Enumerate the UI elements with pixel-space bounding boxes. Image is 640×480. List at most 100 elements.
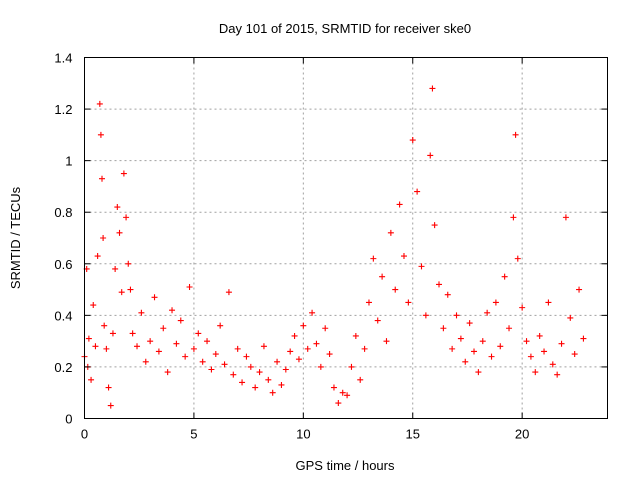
data-point: [112, 265, 119, 272]
data-point: [169, 307, 176, 314]
data-point: [94, 253, 101, 260]
data-point: [436, 281, 443, 288]
data-point: [92, 343, 99, 350]
data-point: [230, 371, 237, 378]
data-point: [523, 338, 530, 345]
data-point: [182, 353, 189, 360]
data-point: [160, 325, 167, 332]
data-point: [405, 299, 412, 306]
data-point: [260, 343, 267, 350]
y-tick-label: 1.4: [54, 51, 72, 66]
data-point: [330, 384, 337, 391]
data-point: [422, 312, 429, 319]
data-point: [484, 309, 491, 316]
data-point: [370, 255, 377, 262]
data-point: [562, 214, 569, 221]
data-point: [519, 304, 526, 311]
data-point: [352, 332, 359, 339]
data-point: [221, 361, 228, 368]
data-point: [409, 137, 416, 144]
data-point: [440, 325, 447, 332]
data-point: [558, 340, 565, 347]
y-axis-label: SRMTID / TECUs: [8, 186, 23, 289]
data-point: [199, 358, 206, 365]
data-point: [392, 286, 399, 293]
data-point: [554, 371, 561, 378]
data-point: [471, 348, 478, 355]
data-point: [462, 358, 469, 365]
plot-frame: [84, 57, 608, 419]
data-point: [400, 253, 407, 260]
chart-title: Day 101 of 2015, SRMTID for receiver ske…: [219, 21, 471, 36]
data-point: [278, 381, 285, 388]
data-point: [567, 314, 574, 321]
data-point: [492, 299, 499, 306]
data-point: [322, 325, 329, 332]
y-tick-label: 1: [65, 154, 72, 169]
data-point: [466, 320, 473, 327]
axis-ticks: 0 5 10 15 20 0 0.2 0.4 0.6 0.8 1 1.2 1.4: [54, 51, 608, 442]
data-point: [532, 369, 539, 376]
data-point: [129, 330, 136, 337]
data-point: [501, 273, 508, 280]
data-point: [225, 289, 232, 296]
data-point: [374, 317, 381, 324]
data-point: [190, 345, 197, 352]
data-point: [414, 188, 421, 195]
data-point: [396, 201, 403, 208]
data-point: [147, 338, 154, 345]
data-point: [453, 312, 460, 319]
data-point: [497, 343, 504, 350]
data-point: [475, 369, 482, 376]
data-point: [427, 152, 434, 159]
data-point: [151, 294, 158, 301]
y-tick-label: 0.8: [54, 205, 72, 220]
data-point: [217, 322, 224, 329]
data-point: [541, 348, 548, 355]
data-point: [545, 299, 552, 306]
data-point: [295, 356, 302, 363]
data-point: [88, 376, 95, 383]
data-point: [239, 379, 246, 386]
data-point: [101, 322, 108, 329]
data-point: [387, 229, 394, 236]
data-point: [252, 384, 259, 391]
data-point: [127, 286, 134, 293]
data-point: [105, 384, 112, 391]
data-point: [212, 351, 219, 358]
data-point: [488, 353, 495, 360]
data-point: [549, 361, 556, 368]
data-point: [107, 402, 114, 409]
data-point: [97, 131, 104, 138]
data-point: [431, 222, 438, 229]
data-point: [379, 273, 386, 280]
data-point: [118, 289, 125, 296]
x-tick-label: 0: [81, 427, 88, 442]
x-tick-label: 15: [406, 427, 420, 442]
data-point: [164, 369, 171, 376]
data-point: [204, 338, 211, 345]
data-point: [514, 255, 521, 262]
data-point: [186, 283, 193, 290]
data-point: [304, 345, 311, 352]
grid: [84, 57, 608, 419]
data-point: [506, 325, 513, 332]
data-point: [100, 235, 107, 241]
data-point: [265, 376, 272, 383]
data-point: [536, 332, 543, 339]
data-point: [138, 309, 145, 316]
data-point: [580, 335, 587, 342]
data-point: [348, 363, 355, 370]
data-point: [365, 299, 372, 306]
data-point: [282, 366, 289, 373]
data-point: [96, 100, 103, 107]
data-point: [383, 338, 390, 345]
data-point: [527, 353, 534, 360]
data-point: [291, 332, 298, 339]
y-tick-label: 1.2: [54, 102, 72, 117]
data-point: [155, 348, 162, 355]
y-tick-label: 0.6: [54, 257, 72, 272]
data-point: [357, 376, 364, 383]
data-point: [120, 170, 127, 177]
x-axis-label: GPS time / hours: [296, 458, 395, 473]
